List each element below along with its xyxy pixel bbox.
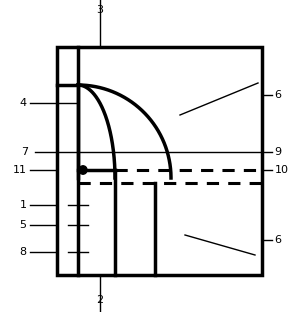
Text: 6: 6 — [274, 90, 281, 100]
Text: 2: 2 — [96, 295, 104, 305]
Text: 7: 7 — [21, 147, 28, 157]
Text: 5: 5 — [20, 220, 27, 230]
Text: 6: 6 — [274, 235, 281, 245]
Text: 8: 8 — [20, 247, 27, 257]
Text: 11: 11 — [13, 165, 27, 175]
Text: 3: 3 — [96, 5, 104, 15]
Bar — [57, 47, 262, 275]
Text: 9: 9 — [274, 147, 281, 157]
Text: 4: 4 — [20, 98, 27, 108]
Circle shape — [79, 166, 87, 174]
Text: 1: 1 — [20, 200, 27, 210]
Text: 10: 10 — [275, 165, 289, 175]
